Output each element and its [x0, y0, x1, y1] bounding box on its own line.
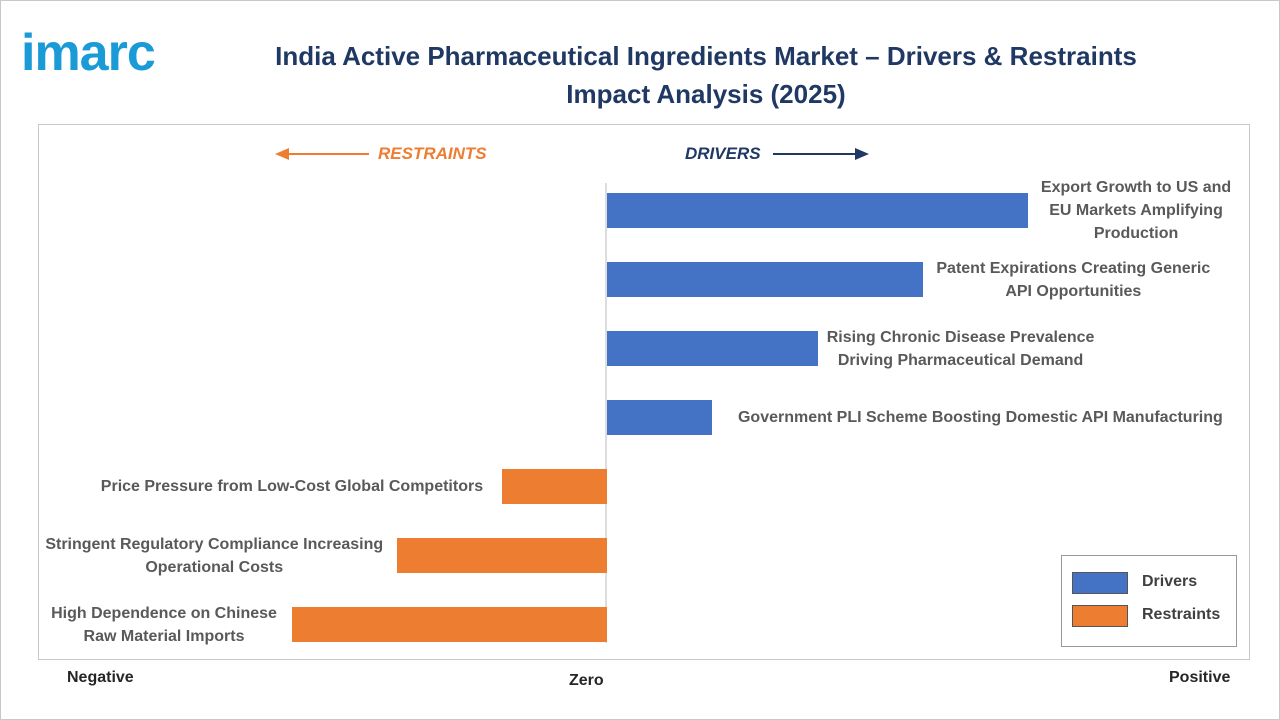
restraints-header: RESTRAINTS: [378, 144, 487, 163]
plot-frame: [38, 124, 1250, 660]
zero-label: Zero: [569, 672, 604, 689]
legend: Drivers Restraints: [1061, 555, 1237, 647]
negative-label: Negative: [67, 669, 134, 686]
bar: [501, 469, 608, 504]
bar: [396, 538, 608, 573]
category-label: Government PLI Scheme Boosting Domestic …: [737, 409, 1223, 426]
bar: [607, 331, 818, 366]
bar: [291, 607, 608, 642]
legend-label: Drivers: [1142, 573, 1198, 590]
logo: imarc: [21, 24, 156, 82]
legend-swatch: [1072, 605, 1128, 627]
category-label: Export Growth to US and EU Markets Ampli…: [1040, 179, 1232, 242]
bar: [607, 400, 713, 435]
bar: [607, 262, 923, 297]
legend-swatch: [1072, 572, 1128, 594]
bar: [607, 193, 1029, 228]
category-label: Rising Chronic Disease Prevalence Drivin…: [826, 328, 1095, 369]
category-label: High Dependence on Chinese Raw Material …: [51, 604, 277, 645]
legend-label: Restraints: [1142, 606, 1221, 623]
category-label: Patent Expirations Creating Generic API …: [936, 259, 1211, 300]
category-label: Price Pressure from Low-Cost Global Comp…: [100, 478, 484, 495]
drivers-header: DRIVERS: [685, 144, 761, 163]
positive-label: Positive: [1169, 669, 1231, 686]
chart-title: India Active Pharmaceutical Ingredients …: [275, 41, 1137, 109]
category-label: Stringent Regulatory Compliance Increasi…: [45, 535, 384, 576]
